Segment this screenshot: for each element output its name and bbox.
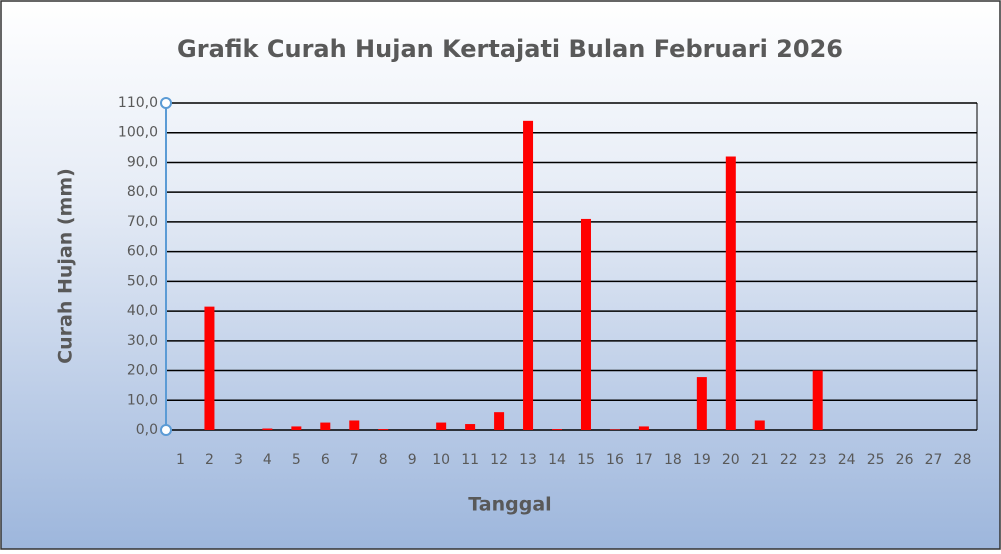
x-tick-label: 18	[664, 452, 682, 468]
y-tick-label: 70,0	[127, 214, 158, 230]
x-tick-label: 15	[577, 452, 595, 468]
x-tick-label: 23	[809, 452, 827, 468]
x-tick-label: 9	[408, 452, 417, 468]
x-tick-label: 17	[635, 452, 653, 468]
y-tick-label: 40,0	[127, 303, 158, 319]
x-tick-label: 1	[176, 452, 185, 468]
bar	[291, 426, 302, 430]
y-tick-label: 20,0	[127, 363, 158, 379]
bar	[378, 429, 389, 430]
bar	[204, 306, 215, 430]
x-tick-label: 6	[321, 452, 330, 468]
y-tick-label: 100,0	[118, 125, 158, 141]
bar	[609, 429, 620, 430]
x-tick-label: 4	[263, 452, 272, 468]
bar	[580, 218, 591, 430]
x-tick-label: 5	[292, 452, 301, 468]
x-tick-label: 16	[606, 452, 624, 468]
y-tick-label: 60,0	[127, 244, 158, 260]
bar	[812, 370, 823, 430]
bar	[552, 429, 563, 430]
y-axis-label: Curah Hujan (mm)	[55, 168, 77, 364]
x-tick-label: 12	[490, 452, 508, 468]
bar	[494, 412, 505, 430]
bar	[725, 156, 736, 430]
x-tick-label: 13	[519, 452, 537, 468]
bar	[262, 428, 273, 430]
x-tick-label: 11	[461, 452, 479, 468]
x-tick-label: 27	[925, 452, 943, 468]
x-tick-label: 19	[693, 452, 711, 468]
x-tick-label: 2	[205, 452, 214, 468]
y-tick-label: 50,0	[127, 273, 158, 289]
x-tick-label: 28	[954, 452, 972, 468]
x-tick-label: 21	[751, 452, 769, 468]
bar	[696, 377, 707, 430]
x-tick-label: 10	[432, 452, 450, 468]
x-tick-label: 8	[379, 452, 388, 468]
x-tick-label: 20	[722, 452, 740, 468]
plot-area: 0,0 10,0 20,0 30,0 40,0 50,0 60,0 70,0 80,0 90,0 1…	[118, 95, 978, 468]
y-tick-label: 90,0	[127, 154, 158, 170]
bar	[349, 420, 360, 430]
y-tick-label: 80,0	[127, 184, 158, 200]
x-tick-label: 24	[838, 452, 856, 468]
bar	[465, 424, 476, 430]
y-tick-label: 10,0	[127, 392, 158, 408]
bar	[638, 426, 649, 430]
y-tick-label: 30,0	[127, 333, 158, 349]
x-tick-label: 25	[867, 452, 885, 468]
x-tick-label: 3	[234, 452, 243, 468]
x-tick-label: 22	[780, 452, 798, 468]
y-tick-label: 0,0	[136, 422, 158, 438]
chart-title: Grafik Curah Hujan Kertajati Bulan Febru…	[177, 35, 843, 63]
bar	[436, 422, 447, 430]
x-tick-label: 14	[548, 452, 566, 468]
x-tick-label: 7	[350, 452, 359, 468]
x-tick-label: 26	[896, 452, 914, 468]
y-tick-label: 110,0	[118, 95, 158, 111]
x-axis-label: Tanggal	[468, 494, 551, 516]
selection-handle	[160, 97, 172, 109]
bar	[320, 422, 331, 430]
bar	[523, 120, 534, 430]
bar	[754, 420, 765, 430]
selection-handle	[160, 424, 172, 436]
